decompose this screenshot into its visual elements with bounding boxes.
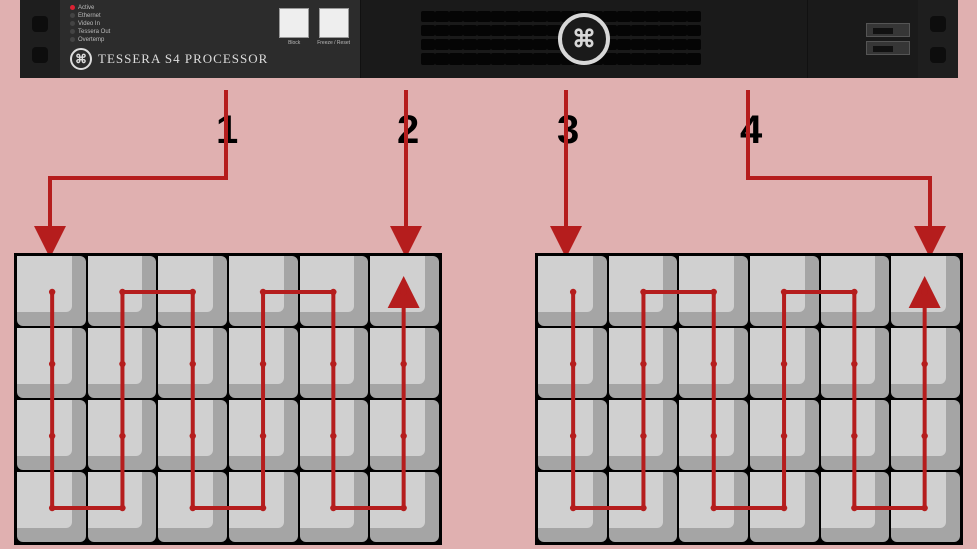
cable-route-left	[17, 256, 445, 548]
output-arrows	[0, 0, 977, 260]
led-panel-right	[535, 253, 963, 545]
cable-route-right	[538, 256, 966, 548]
led-panel-left	[14, 253, 442, 545]
